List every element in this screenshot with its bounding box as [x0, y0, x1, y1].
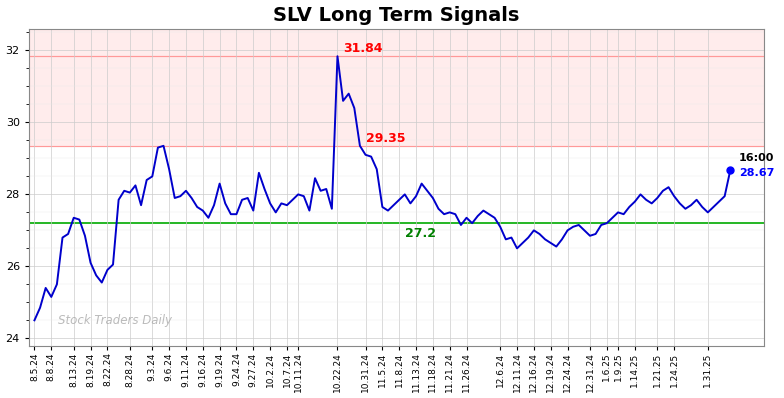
Text: 29.35: 29.35	[365, 131, 405, 144]
Text: 27.2: 27.2	[405, 227, 436, 240]
Title: SLV Long Term Signals: SLV Long Term Signals	[273, 6, 520, 25]
Text: 16:00: 16:00	[739, 153, 774, 163]
Text: 31.84: 31.84	[343, 42, 383, 55]
Bar	[29, 29, 764, 56]
Text: 28.67: 28.67	[739, 168, 774, 178]
Bar	[29, 56, 764, 146]
Text: Stock Traders Daily: Stock Traders Daily	[58, 314, 172, 326]
